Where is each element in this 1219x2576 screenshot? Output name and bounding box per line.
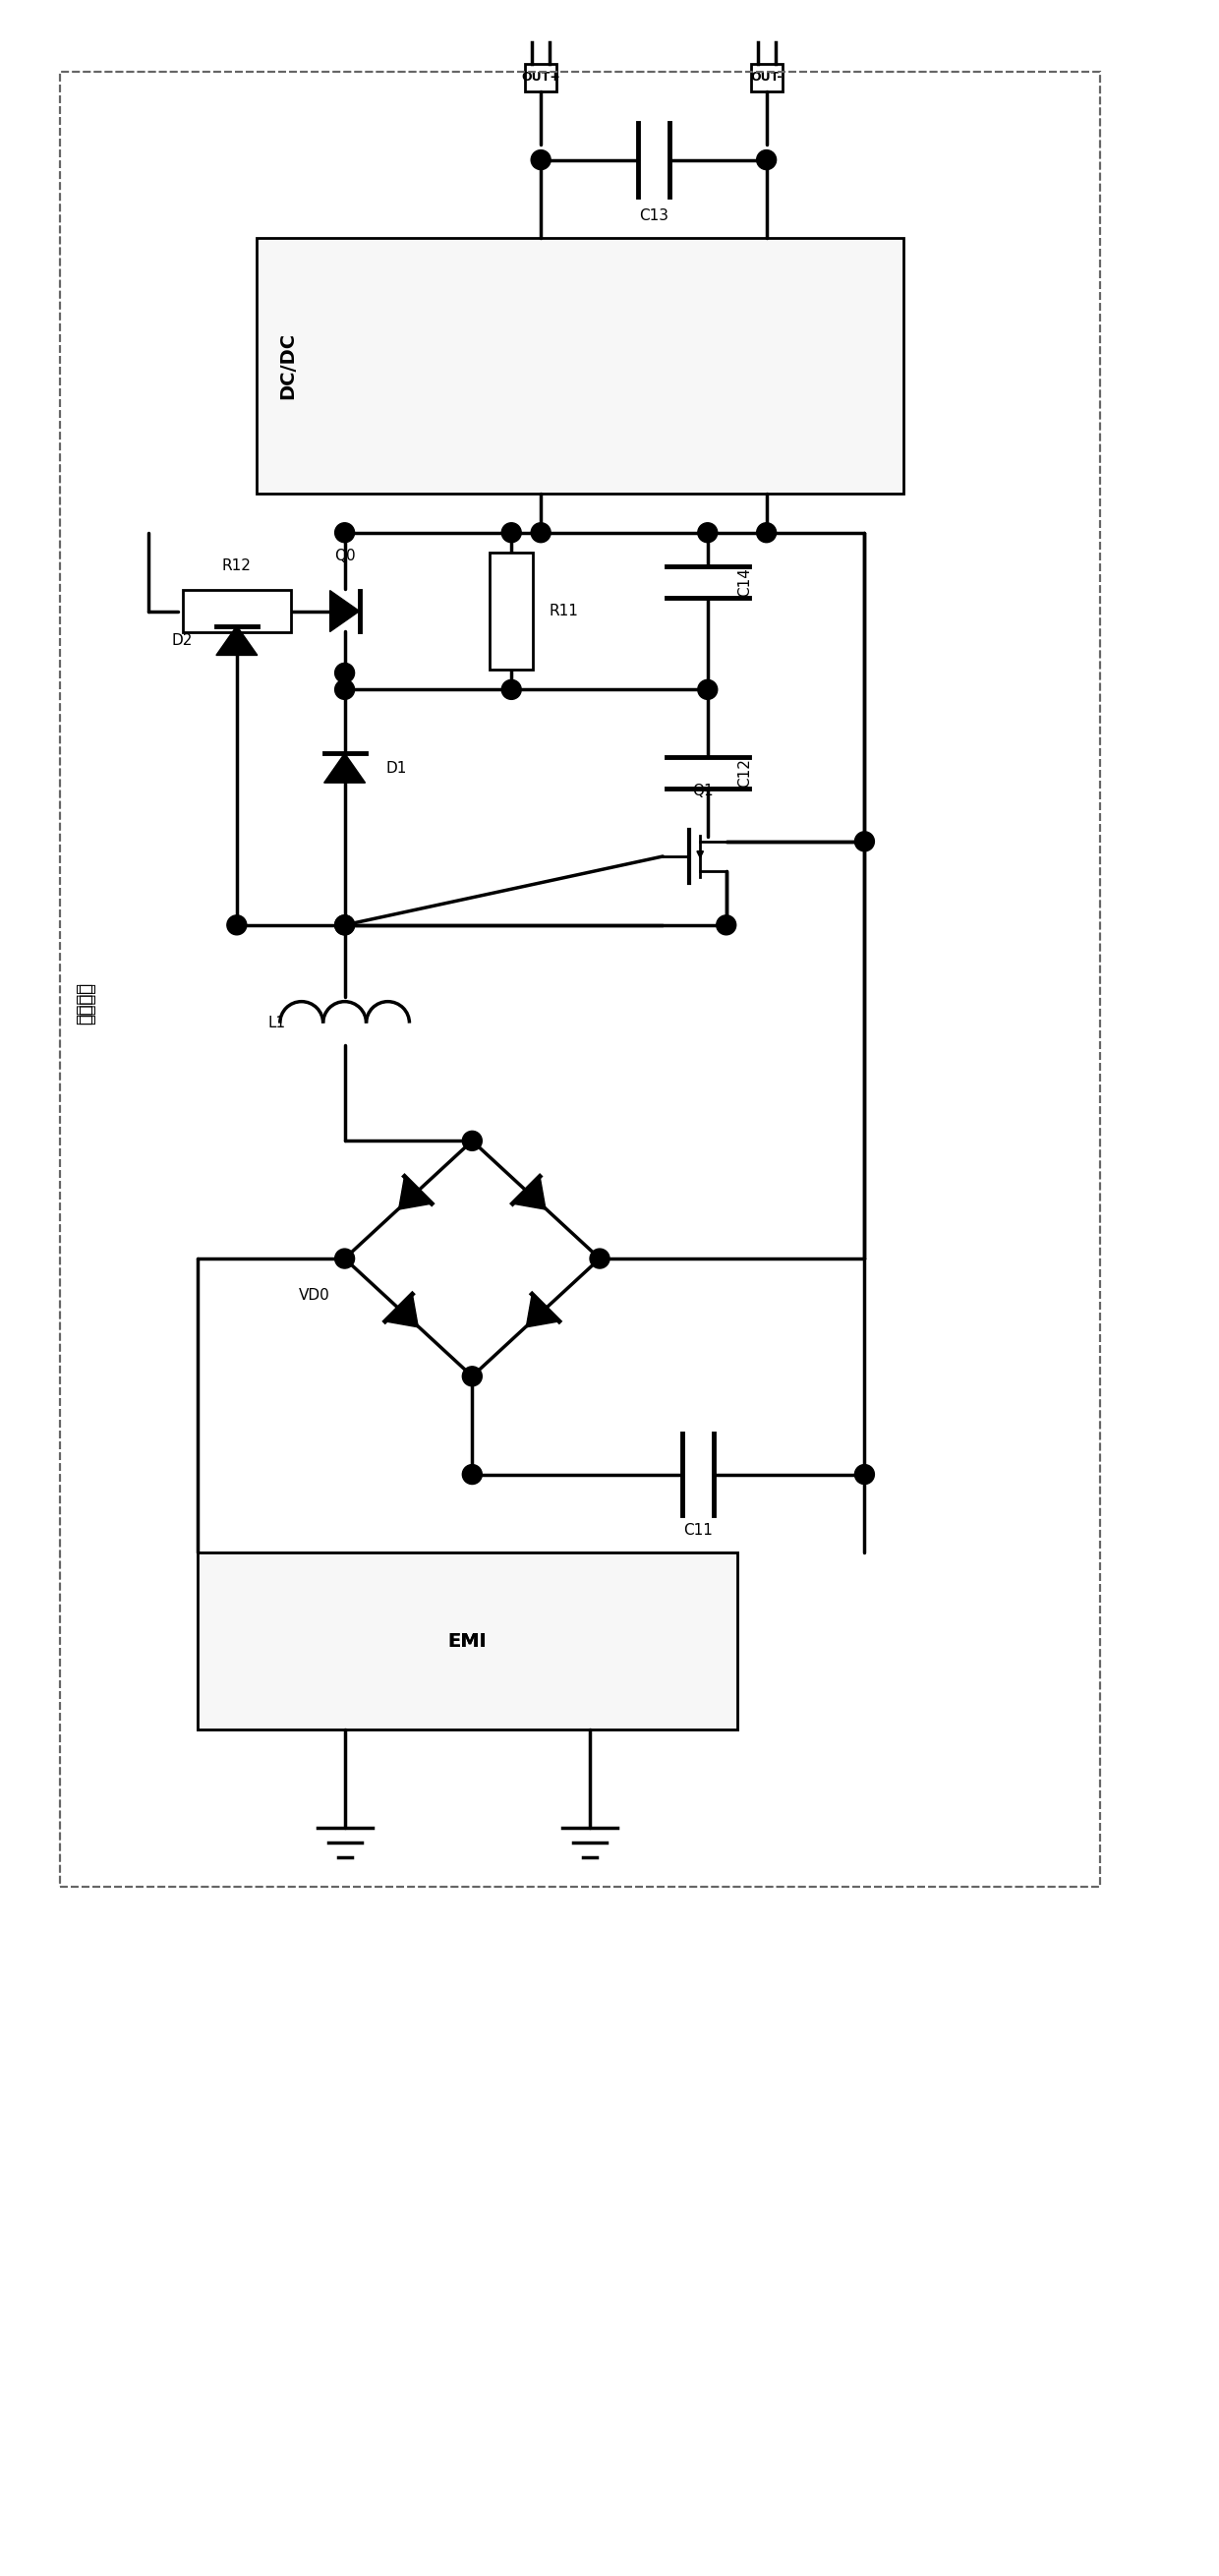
Bar [60, 72, 1100, 1886]
Text: OUT-: OUT- [751, 72, 783, 85]
Circle shape [697, 523, 718, 544]
Text: L1: L1 [268, 1015, 285, 1030]
Circle shape [335, 914, 355, 935]
Circle shape [335, 523, 355, 544]
Bar [490, 551, 533, 670]
Bar [60, 72, 1100, 1886]
Bar [197, 1553, 737, 1728]
Polygon shape [324, 752, 366, 783]
Polygon shape [513, 1177, 546, 1208]
Text: C13: C13 [639, 209, 668, 224]
Circle shape [855, 1466, 874, 1484]
Bar [197, 1553, 737, 1728]
Text: OUT+: OUT+ [522, 72, 561, 85]
Bar [525, 64, 557, 90]
Circle shape [697, 680, 718, 701]
Text: C11: C11 [683, 1522, 712, 1538]
Circle shape [227, 914, 246, 935]
Circle shape [335, 662, 355, 683]
Circle shape [335, 1249, 355, 1267]
Bar [256, 240, 903, 495]
Text: D2: D2 [172, 634, 193, 649]
Text: C14: C14 [737, 567, 752, 598]
Circle shape [717, 914, 736, 935]
Text: R11: R11 [549, 603, 578, 618]
Text: C12: C12 [737, 757, 752, 788]
Circle shape [462, 1365, 482, 1386]
Text: VD0: VD0 [299, 1288, 330, 1303]
Polygon shape [216, 626, 257, 654]
Circle shape [757, 149, 777, 170]
Bar [751, 64, 783, 90]
Polygon shape [399, 1177, 432, 1208]
Text: Q0: Q0 [334, 549, 355, 564]
Text: EMI: EMI [447, 1631, 486, 1651]
Text: R12: R12 [222, 559, 251, 572]
Circle shape [501, 523, 522, 544]
Text: 交流模块: 交流模块 [76, 981, 94, 1025]
Text: EMI: EMI [447, 1631, 486, 1651]
Circle shape [531, 523, 551, 544]
Polygon shape [385, 1293, 418, 1327]
Circle shape [531, 149, 551, 170]
Circle shape [335, 680, 355, 701]
Circle shape [462, 1466, 482, 1484]
Text: DC/DC: DC/DC [278, 332, 297, 399]
Text: Q1: Q1 [692, 783, 713, 799]
Text: 交流模块: 交流模块 [79, 981, 96, 1025]
Circle shape [855, 832, 874, 850]
Bar [183, 590, 290, 634]
Polygon shape [330, 590, 360, 631]
Text: D1: D1 [386, 760, 407, 775]
Polygon shape [527, 1293, 560, 1327]
Circle shape [462, 1131, 482, 1151]
Circle shape [757, 523, 777, 544]
Circle shape [590, 1249, 610, 1267]
Circle shape [335, 914, 355, 935]
Circle shape [501, 680, 522, 701]
